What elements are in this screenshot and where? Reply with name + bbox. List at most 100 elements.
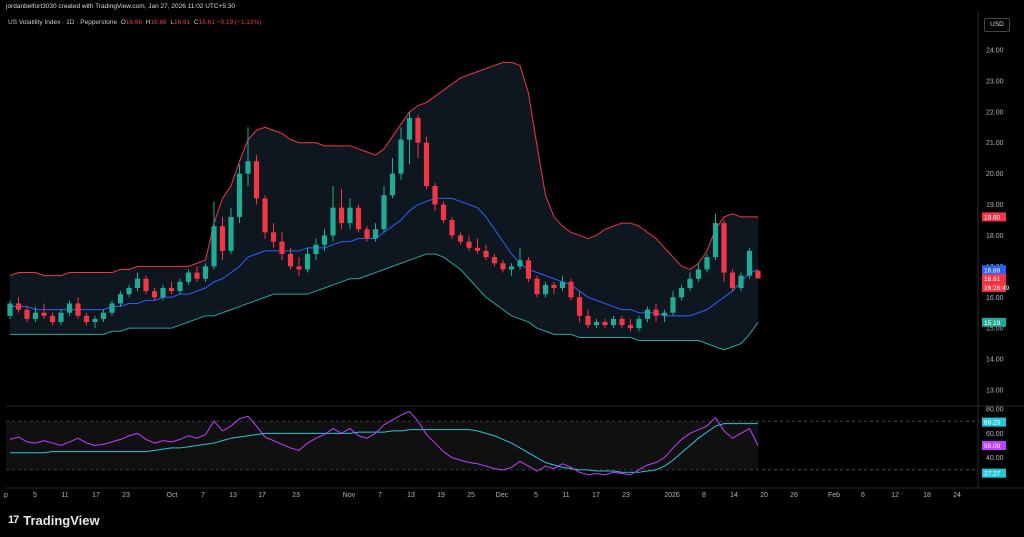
time-tick-label: 23 [622, 492, 630, 499]
candle-body [347, 207, 353, 224]
price-tick-label: 23.00 [986, 78, 1004, 85]
time-tick-label: 24 [953, 492, 961, 499]
candle-body [270, 232, 277, 242]
candle-body [228, 216, 234, 251]
candle-body [551, 284, 557, 288]
time-tick-label: 11 [61, 492, 68, 499]
currency-button[interactable]: USD [984, 18, 1010, 32]
candle-body [313, 244, 319, 254]
candle-body [194, 272, 200, 279]
candle-body [160, 288, 166, 298]
bollinger-upper-line [9, 61, 758, 277]
candle-body [109, 303, 115, 313]
price-label-last-price: 16.61 [984, 276, 1001, 283]
price-tick-label: 15.00 [986, 326, 1004, 333]
candle-body [134, 278, 141, 288]
candle-body [117, 294, 124, 304]
candle-body [202, 266, 209, 279]
time-tick-label: 12 [891, 492, 899, 499]
candle-body [49, 315, 56, 322]
price-label-upper-band: 18.60 [984, 214, 1001, 221]
candle-body [372, 229, 379, 239]
candle-body [41, 312, 47, 316]
candle-body [66, 303, 73, 313]
candle-body [610, 318, 617, 326]
candle-body [279, 241, 285, 254]
candle-body [729, 272, 736, 288]
rsi-label-box [982, 417, 1006, 427]
high-value: 16.86 [150, 19, 167, 26]
candle-body [440, 204, 447, 220]
candle-body [236, 173, 243, 217]
time-tick-label: Oct [167, 492, 178, 499]
candle-body [644, 309, 651, 319]
candle-body [304, 254, 311, 270]
candle-body [381, 195, 387, 230]
open-label: O [120, 19, 126, 26]
tradingview-logo[interactable]: 17 TradingView [8, 510, 100, 530]
candle-body [585, 315, 591, 326]
candle-body [619, 318, 625, 326]
bollinger-lower-line [10, 253, 759, 351]
candle-body [211, 226, 217, 267]
time-tick-label: 18 [923, 492, 931, 499]
candle-body [738, 275, 744, 288]
symbol-legend: US Volatility Index · 1D · Pepperstone O… [8, 19, 261, 26]
candle-body [457, 235, 464, 242]
candle-body [126, 288, 132, 295]
price-tick-label: 20.00 [986, 171, 1004, 178]
candle-body [100, 312, 107, 319]
price-label-box [982, 282, 1006, 292]
candle-body [406, 118, 413, 140]
time-tick-label: 5 [534, 492, 538, 499]
candle-body [755, 270, 761, 279]
candle-body [576, 297, 583, 316]
time-tick-label: 25 [467, 492, 475, 499]
brand-name: TradingView [23, 512, 100, 528]
time-tick-label: Dec [496, 492, 509, 499]
tradingview-mark-icon: 17 [8, 514, 19, 526]
time-tick-label: 11 [562, 492, 569, 499]
candle-body [661, 312, 668, 316]
candle-body [143, 278, 149, 292]
candle-body [321, 235, 328, 245]
time-tick-label: 19 [437, 492, 445, 499]
candle-body [296, 266, 302, 270]
time-tick-label: 13 [229, 492, 237, 499]
rsi-line [9, 410, 759, 476]
candle-body [24, 309, 30, 319]
price-tick-label: 13.00 [986, 388, 1004, 395]
candle-body [177, 281, 183, 292]
rsi-tick-label: 60.00 [986, 431, 1004, 438]
candle-body [398, 139, 404, 174]
rsi-label-RSI: 50.00 [984, 443, 1001, 450]
candle-body [7, 303, 13, 316]
time-tick-label: 6 [861, 492, 865, 499]
low-value: 16.61 [173, 19, 191, 26]
time-tick-label: 8 [702, 492, 706, 499]
rsi-label-box [982, 441, 1006, 450]
candle-body [330, 207, 336, 236]
candle-body [389, 173, 396, 196]
candle-body [449, 220, 455, 236]
candle-body [559, 281, 566, 288]
price-tick-label: 16.00 [986, 295, 1004, 302]
rsi-ma-line [10, 423, 758, 473]
change-value: −0.19 (−1.13%) [216, 19, 262, 26]
candle-body [542, 284, 549, 295]
candle-body [670, 297, 676, 313]
candle-body [58, 312, 64, 322]
time-tick-label: 7 [201, 492, 205, 499]
candle-body [483, 250, 489, 258]
candle-body [151, 291, 158, 298]
candle-body [678, 288, 685, 298]
price-label-box [982, 317, 1006, 327]
candle-body [721, 223, 727, 273]
candle-body [593, 322, 600, 326]
attribution-text: jordanbelfort3030 created with TradingVi… [6, 3, 236, 10]
candle-body [415, 118, 421, 143]
rsi-band-background [6, 421, 758, 470]
candle-body [432, 186, 438, 205]
candle-body [262, 198, 268, 233]
